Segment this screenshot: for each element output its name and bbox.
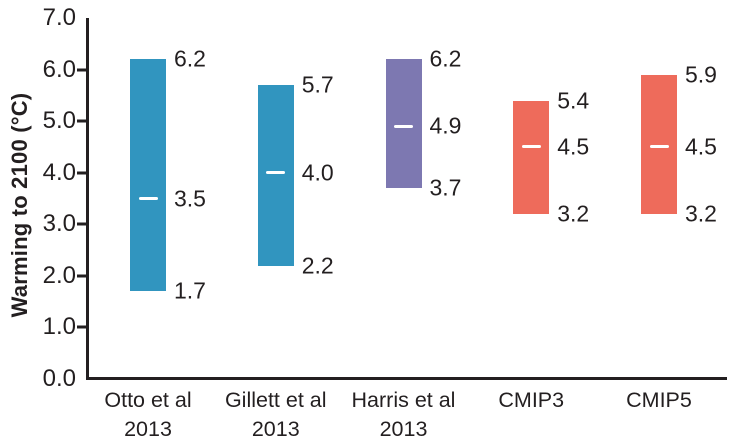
y-tick-label: 7.0	[42, 4, 76, 31]
max-value-label: 5.4	[557, 87, 590, 113]
max-value-label: 6.2	[429, 45, 462, 72]
median-value-label: 4.0	[301, 159, 334, 186]
range-bar	[513, 100, 550, 214]
range-bar	[385, 59, 422, 189]
x-category-label: Harris et al 2013	[319, 386, 489, 444]
min-value-label: 3.7	[429, 174, 462, 201]
min-value-label: 1.7	[174, 277, 206, 304]
x-category-label: Gillett et al 2013	[191, 386, 361, 444]
y-tick-label: 1.0	[42, 313, 76, 341]
min-value-label: 2.2	[301, 252, 334, 279]
median-dash	[138, 197, 158, 200]
median-value-label: 4.5	[685, 133, 717, 160]
y-tick-label: 6.0	[42, 55, 76, 83]
x-category-label: CMIP5	[574, 386, 736, 415]
range-bar	[641, 74, 677, 214]
y-tick-mark	[77, 171, 86, 175]
median-dash	[649, 145, 669, 149]
median-value-label: 4.5	[557, 133, 590, 160]
median-dash	[394, 124, 413, 128]
x-category-label-line: Harris et al	[351, 388, 456, 412]
y-axis-line	[86, 18, 89, 380]
y-tick-label: 2.0	[42, 261, 76, 289]
range-bar	[130, 59, 166, 292]
x-category-label: Otto et al 2013	[63, 386, 233, 444]
x-category-label-line: Gillett et al	[224, 388, 327, 412]
median-value-label: 3.5	[174, 185, 206, 211]
x-category-label-line: Otto et al	[104, 388, 192, 412]
y-tick-mark	[77, 325, 86, 329]
x-category-label: CMIP3	[446, 386, 616, 415]
max-value-label: 5.9	[685, 61, 717, 88]
y-tick-mark	[77, 274, 86, 278]
x-category-label-line: 2013	[251, 417, 300, 441]
y-tick-label: 3.0	[42, 210, 76, 238]
min-value-label: 3.2	[685, 200, 717, 227]
max-value-label: 6.2	[174, 45, 206, 72]
range-bar	[257, 85, 294, 266]
x-category-label-line: 2013	[379, 417, 428, 441]
x-axis-line	[86, 377, 727, 380]
x-category-label-line: 2013	[124, 417, 172, 441]
x-category-label-line: CMIP5	[626, 388, 692, 412]
y-tick-mark	[77, 119, 86, 123]
y-tick-label: 4.0	[42, 158, 76, 186]
y-tick-label: 0.0	[42, 365, 76, 392]
median-dash	[266, 171, 286, 175]
x-category-label-line: CMIP3	[498, 388, 565, 412]
median-dash	[521, 145, 541, 149]
y-tick-mark	[77, 68, 86, 72]
y-tick-label: 5.0	[42, 107, 76, 135]
y-tick-mark	[77, 222, 86, 226]
median-value-label: 4.9	[429, 112, 462, 139]
max-value-label: 5.7	[301, 71, 334, 98]
min-value-label: 3.2	[557, 200, 590, 227]
